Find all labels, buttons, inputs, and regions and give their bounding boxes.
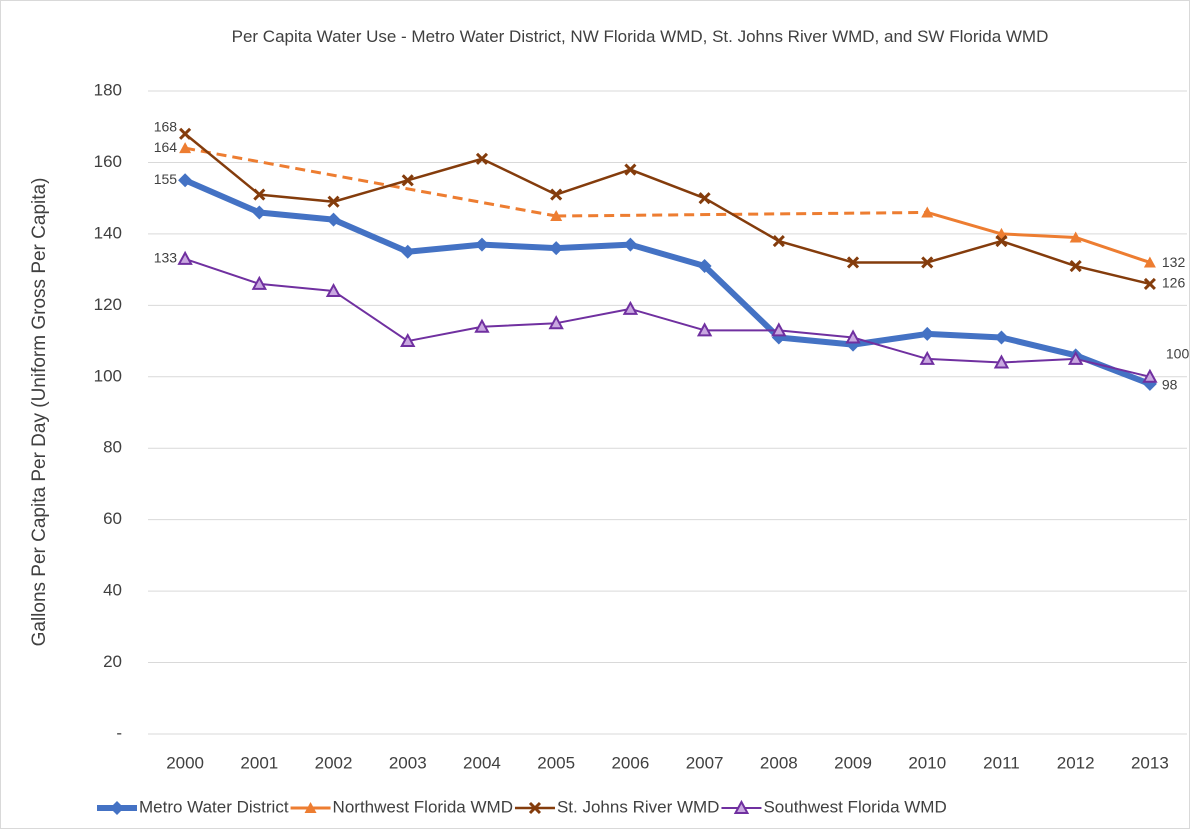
legend-item: Southwest Florida WMD (721, 797, 947, 816)
marker (698, 192, 711, 205)
marker (622, 300, 639, 315)
legend-item: St. Johns River WMD (514, 797, 719, 816)
series-line (926, 211, 1151, 264)
series (179, 127, 1156, 290)
marker (1142, 368, 1158, 383)
data-label: 133 (154, 250, 178, 266)
y-tick-label: 120 (94, 295, 122, 314)
marker (400, 244, 415, 259)
marker (1067, 350, 1084, 365)
legend-marker (528, 801, 542, 815)
x-tick-label: 2005 (537, 753, 575, 772)
marker (401, 174, 414, 187)
legend-marker (733, 799, 750, 814)
y-tick-label: 180 (94, 80, 122, 99)
y-tick-label: - (116, 723, 122, 742)
marker (549, 241, 564, 256)
series (177, 250, 1158, 383)
marker (993, 354, 1010, 369)
data-label: 132 (1162, 254, 1186, 270)
x-tick-label: 2003 (389, 753, 427, 772)
marker (846, 256, 860, 269)
gap-connector (556, 210, 928, 218)
marker (474, 237, 489, 252)
marker (179, 127, 192, 140)
marker (995, 234, 1008, 248)
marker (325, 282, 342, 298)
marker (400, 332, 416, 348)
legend-label: Metro Water District (139, 797, 289, 816)
data-label: 126 (1162, 275, 1186, 291)
marker (1069, 231, 1082, 243)
marker (475, 152, 489, 165)
legend-label: St. Johns River WMD (557, 797, 719, 816)
x-tick-label: 2009 (834, 753, 872, 772)
x-tick-label: 2001 (240, 753, 278, 772)
marker (919, 350, 935, 365)
data-label: 155 (154, 171, 178, 187)
marker (921, 206, 934, 218)
x-tick-label: 2012 (1057, 753, 1095, 772)
x-tick-label: 2008 (760, 753, 798, 772)
marker (697, 259, 712, 274)
legend-marker (110, 801, 124, 815)
marker (177, 250, 193, 265)
legend-label: Northwest Florida WMD (333, 797, 513, 816)
marker (994, 330, 1009, 345)
y-tick-label: 140 (94, 223, 122, 242)
marker (1143, 256, 1156, 268)
marker (623, 237, 638, 252)
data-label: 100 (1166, 345, 1190, 361)
marker (624, 163, 637, 176)
marker (253, 188, 266, 201)
y-tick-label: 20 (103, 652, 122, 671)
marker (178, 173, 193, 188)
series-line (184, 132, 1151, 286)
marker (696, 322, 713, 337)
marker (1069, 259, 1082, 273)
legend-item: Metro Water District (97, 797, 289, 816)
data-label: 98 (1162, 377, 1178, 393)
marker (550, 188, 563, 201)
marker (474, 318, 490, 333)
marker (845, 329, 861, 344)
series-line (184, 257, 1151, 378)
legend-item: Northwest Florida WMD (290, 797, 513, 816)
legend-label: Southwest Florida WMD (763, 797, 946, 816)
marker (1143, 277, 1156, 290)
legend-marker (304, 802, 317, 813)
marker (326, 212, 341, 227)
y-tick-label: 100 (94, 366, 122, 385)
x-tick-label: 2011 (983, 753, 1020, 772)
y-tick-label: 40 (103, 581, 122, 600)
chart-title: Per Capita Water Use - Metro Water Distr… (232, 27, 1049, 46)
series-line (183, 177, 1151, 387)
y-tick-label: 60 (103, 509, 122, 528)
data-label: 164 (154, 139, 178, 155)
marker (179, 142, 192, 154)
marker (548, 315, 564, 330)
x-tick-label: 2007 (686, 753, 724, 772)
x-tick-label: 2002 (315, 753, 353, 772)
marker (771, 322, 787, 337)
data-label: 168 (154, 119, 178, 135)
marker (921, 256, 934, 269)
marker (251, 275, 268, 290)
marker (550, 210, 563, 222)
marker (920, 326, 935, 341)
y-axis-label: Gallons Per Capita Per Day (Uniform Gros… (29, 178, 50, 647)
x-tick-label: 2000 (166, 753, 204, 772)
x-tick-label: 2004 (463, 753, 501, 772)
x-tick-label: 2013 (1131, 753, 1169, 772)
marker (772, 234, 785, 248)
y-tick-label: 160 (94, 152, 122, 171)
y-tick-label: 80 (103, 438, 122, 457)
marker (327, 195, 340, 208)
x-tick-label: 2010 (908, 753, 946, 772)
x-tick-label: 2006 (611, 753, 649, 772)
marker (252, 205, 267, 220)
